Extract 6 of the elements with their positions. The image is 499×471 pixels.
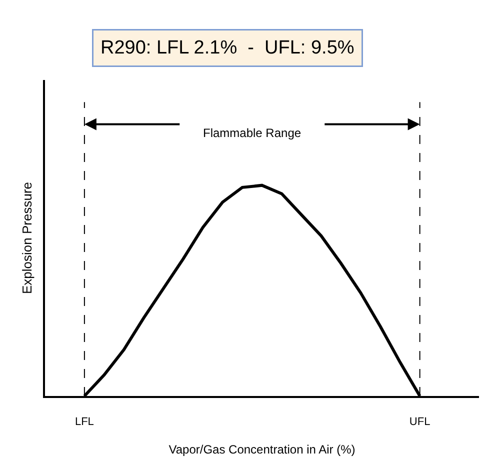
x-tick-label: UFL: [409, 416, 430, 428]
x-axis-title: Vapor/Gas Concentration in Air (%): [168, 442, 356, 457]
text: Flammable Range: [203, 126, 302, 140]
text: R290: LFL 2.1% - UFL: 9.5%: [100, 38, 354, 58]
x-tick-label: LFL: [74, 416, 94, 428]
y-axis-title: Explosion Pressure: [19, 182, 34, 294]
